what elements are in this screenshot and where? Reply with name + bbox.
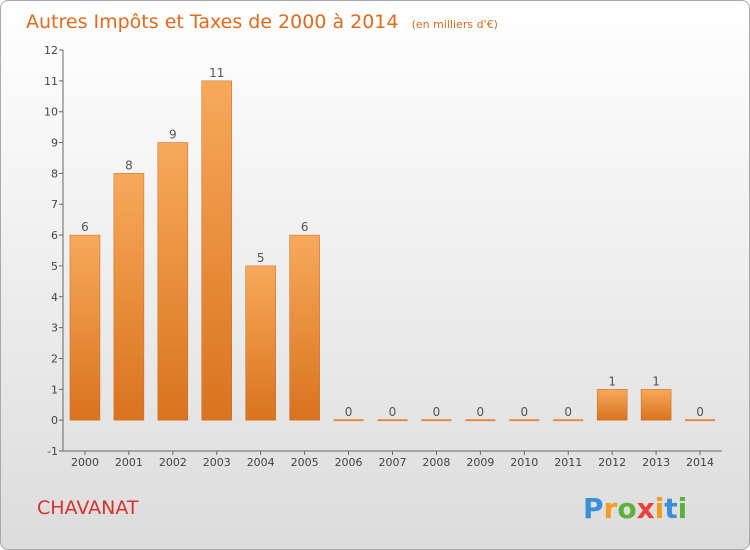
x-tick-label: 2005: [291, 456, 319, 469]
x-tick-label: 2010: [510, 456, 538, 469]
y-tick-label: 3: [51, 322, 58, 335]
bar: [553, 419, 584, 422]
y-tick-label: 12: [44, 44, 58, 57]
data-label: 0: [345, 405, 353, 419]
logo-letter: o: [617, 492, 636, 525]
data-label: 0: [564, 405, 572, 419]
data-label: 1: [608, 374, 616, 388]
x-tick-label: 2002: [159, 456, 187, 469]
x-tick-label: 2011: [554, 456, 582, 469]
bar: [245, 265, 276, 421]
data-label: 9: [169, 128, 177, 142]
chart-title-main: Autres Impôts et Taxes de 2000 à 2014: [26, 11, 399, 33]
bar: [69, 234, 101, 421]
x-tick-label: 2007: [379, 456, 407, 469]
commune-name: CHAVANAT: [37, 497, 139, 519]
bar: [289, 234, 320, 421]
y-tick-label: 4: [51, 291, 58, 304]
bar: [377, 419, 408, 422]
data-label: 0: [433, 405, 441, 419]
chart-title-unit: (en milliers d'€): [412, 18, 498, 31]
logo-letter: i: [655, 492, 665, 525]
y-tick-label: 5: [51, 260, 58, 273]
bar: [465, 419, 496, 422]
logo-letter: i: [678, 492, 688, 525]
y-tick-label: 11: [44, 75, 58, 88]
bar: [596, 389, 628, 421]
chart-title: Autres Impôts et Taxes de 2000 à 2014 (e…: [26, 11, 498, 33]
y-tick-label: 0: [51, 414, 58, 427]
bar: [421, 419, 452, 422]
logo-letter: x: [637, 492, 655, 525]
data-label: 0: [477, 405, 485, 419]
x-tick-label: 2001: [115, 456, 143, 469]
bar: [333, 419, 364, 422]
x-tick-label: 2003: [203, 456, 231, 469]
y-tick-label: 10: [44, 106, 58, 119]
x-tick-label: 2000: [71, 456, 99, 469]
data-label: 11: [209, 66, 224, 80]
y-tick-label: 7: [51, 198, 58, 211]
bar: [157, 142, 189, 421]
x-tick-label: 2004: [247, 456, 275, 469]
data-label: 6: [301, 220, 309, 234]
x-tick-label: 2012: [598, 456, 626, 469]
data-label: 0: [696, 405, 704, 419]
y-tick-label: 1: [51, 383, 58, 396]
y-tick-label: 9: [51, 137, 58, 150]
x-tick-label: 2014: [686, 456, 714, 469]
y-tick-label: 8: [51, 167, 58, 180]
logo-letter: r: [604, 492, 618, 525]
y-tick-label: -1: [47, 445, 58, 458]
bar: [640, 389, 672, 421]
data-label: 8: [125, 158, 133, 172]
data-label: 0: [520, 405, 528, 419]
logo-letter: P: [583, 492, 604, 525]
x-tick-label: 2013: [642, 456, 670, 469]
x-tick-label: 2006: [335, 456, 363, 469]
x-tick-label: 2008: [422, 456, 450, 469]
bar: [509, 419, 540, 422]
logo-letter: t: [664, 492, 677, 525]
data-label: 5: [257, 251, 265, 265]
x-tick-label: 2009: [466, 456, 494, 469]
proxiti-logo: Proxiti: [583, 492, 687, 525]
data-label: 6: [81, 220, 89, 234]
y-tick-label: 6: [51, 229, 58, 242]
data-label: 1: [652, 374, 660, 388]
bar: [201, 80, 233, 421]
bar: [685, 419, 716, 422]
bar: [113, 173, 145, 421]
y-tick-label: 2: [51, 352, 58, 365]
data-label: 0: [389, 405, 397, 419]
